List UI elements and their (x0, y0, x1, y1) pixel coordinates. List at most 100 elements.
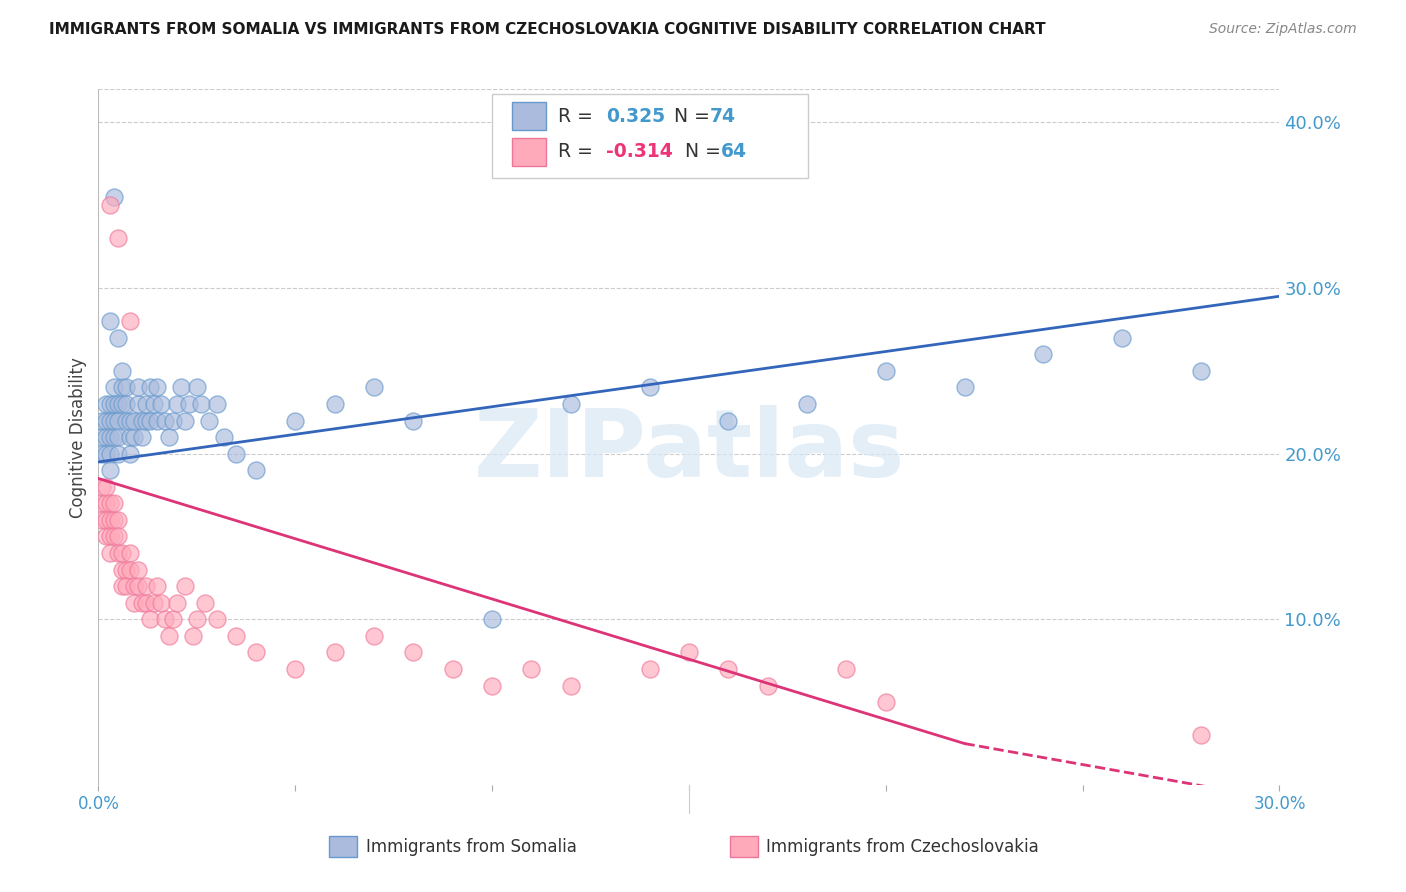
Point (111, 397, 134, 411)
Point (107, 331, 129, 345)
Point (91, 413, 114, 427)
Text: 0.325: 0.325 (606, 107, 665, 126)
Text: 64: 64 (721, 143, 747, 161)
Point (127, 380, 149, 394)
Point (131, 596, 153, 610)
Point (122, 596, 145, 610)
Point (103, 529, 125, 543)
Point (402, 645, 425, 659)
Point (678, 645, 700, 659)
Point (174, 579, 197, 593)
Point (284, 662, 307, 676)
Point (96, 496, 118, 510)
Point (127, 563, 149, 577)
Point (103, 430, 125, 444)
Point (98, 198, 121, 212)
Text: Source: ZipAtlas.com: Source: ZipAtlas.com (1209, 22, 1357, 37)
Point (796, 397, 818, 411)
Point (225, 629, 247, 643)
Point (402, 413, 425, 427)
Point (135, 596, 157, 610)
Point (111, 364, 134, 378)
Point (363, 629, 385, 643)
Point (127, 579, 149, 593)
Text: Immigrants from Czechoslovakia: Immigrants from Czechoslovakia (766, 838, 1039, 855)
Text: 74: 74 (710, 107, 735, 126)
Y-axis label: Cognitive Disability: Cognitive Disability (69, 357, 87, 517)
Point (481, 679, 503, 693)
Text: ZIPatlas: ZIPatlas (474, 405, 904, 497)
Text: N =: N = (662, 107, 716, 126)
Point (96, 447, 118, 461)
Point (142, 596, 165, 610)
Point (135, 413, 157, 427)
Point (118, 563, 141, 577)
Point (115, 563, 138, 577)
Point (170, 380, 193, 394)
Point (638, 380, 661, 394)
Point (91, 430, 114, 444)
Point (111, 563, 134, 577)
Point (118, 314, 141, 328)
Point (127, 397, 149, 411)
Point (560, 397, 582, 411)
Point (131, 430, 153, 444)
Point (245, 645, 267, 659)
Point (115, 397, 138, 411)
Point (146, 413, 169, 427)
Point (162, 612, 184, 626)
Point (205, 397, 228, 411)
Point (118, 430, 141, 444)
Point (103, 496, 125, 510)
Point (98, 496, 121, 510)
Point (150, 596, 173, 610)
Point (1032, 347, 1054, 361)
Point (157, 629, 180, 643)
Point (756, 679, 779, 693)
Point (96, 480, 118, 494)
Point (96, 397, 118, 411)
Point (441, 662, 464, 676)
Point (111, 546, 134, 560)
Point (111, 380, 134, 394)
Point (214, 430, 236, 444)
Point (363, 380, 385, 394)
Point (115, 413, 138, 427)
Point (115, 579, 138, 593)
Point (166, 596, 188, 610)
Point (131, 413, 153, 427)
Point (138, 612, 160, 626)
Point (91, 480, 114, 494)
Point (520, 662, 543, 676)
Point (205, 612, 228, 626)
Point (162, 413, 184, 427)
Point (118, 413, 141, 427)
Point (91, 447, 114, 461)
Point (181, 629, 204, 643)
Text: R =: R = (558, 143, 599, 161)
Point (717, 413, 740, 427)
Point (98, 314, 121, 328)
Point (115, 380, 138, 394)
Point (186, 380, 208, 394)
Point (107, 430, 129, 444)
Point (245, 463, 267, 477)
Point (122, 413, 145, 427)
Point (91, 496, 114, 510)
Point (118, 447, 141, 461)
Point (122, 430, 145, 444)
Point (98, 447, 121, 461)
Point (142, 397, 165, 411)
Point (98, 546, 121, 560)
Point (323, 397, 346, 411)
Point (157, 430, 180, 444)
Point (103, 397, 125, 411)
Point (107, 447, 129, 461)
Point (103, 380, 125, 394)
Point (98, 413, 121, 427)
Point (146, 579, 169, 593)
Point (177, 397, 200, 411)
Point (103, 413, 125, 427)
Point (135, 579, 157, 593)
Point (107, 529, 129, 543)
